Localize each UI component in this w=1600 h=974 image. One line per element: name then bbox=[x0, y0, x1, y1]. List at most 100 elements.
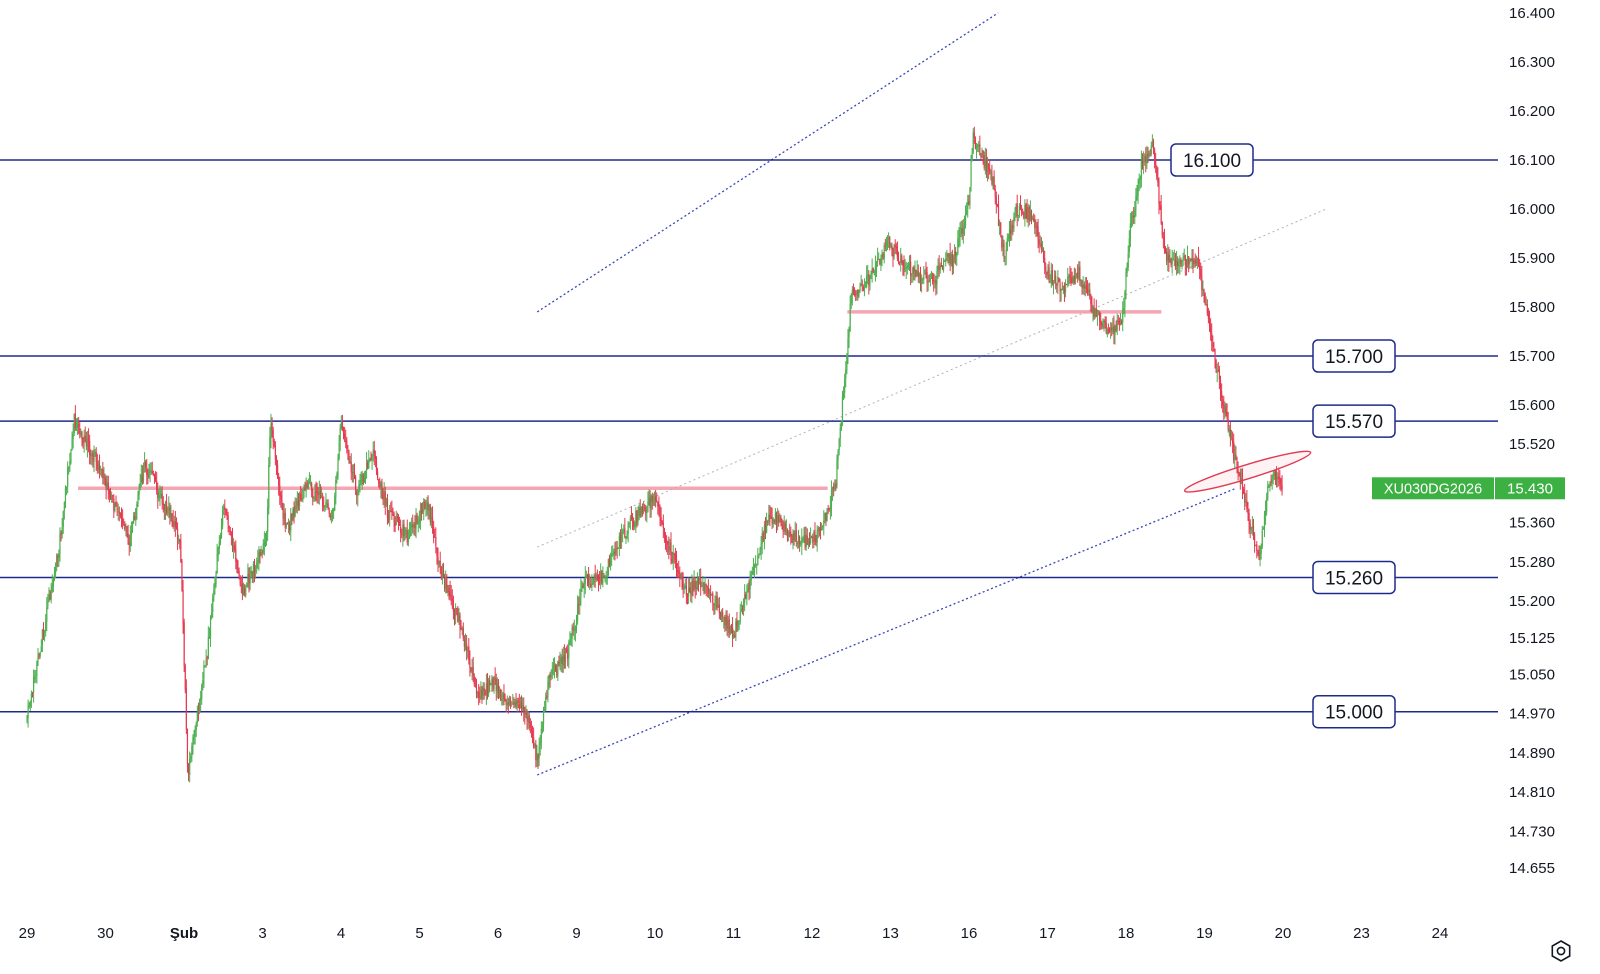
candle-body bbox=[185, 688, 187, 730]
candle-body bbox=[333, 509, 335, 511]
candle-body bbox=[1080, 280, 1082, 283]
candle-body bbox=[530, 729, 533, 732]
candle-body bbox=[145, 461, 147, 469]
candle-body bbox=[1025, 205, 1027, 210]
candle-body bbox=[953, 251, 956, 262]
candle-body bbox=[339, 427, 341, 441]
level-label-15.570[interactable]: 15.570 bbox=[1312, 404, 1396, 438]
candle-body bbox=[61, 526, 63, 535]
candle-body bbox=[380, 483, 382, 488]
x-axis[interactable]: 29 30 Şub 3 4 5 6 9 10 11 12 13 16 17 18 19 20 23 24 bbox=[19, 925, 1449, 942]
candle-body bbox=[672, 551, 674, 563]
candle-body bbox=[507, 702, 509, 705]
candle-body bbox=[215, 573, 217, 584]
candle-body bbox=[138, 488, 140, 495]
candle-body bbox=[1007, 236, 1010, 239]
level-label-15.700[interactable]: 15.700 bbox=[1312, 339, 1396, 373]
candle-body bbox=[883, 245, 885, 259]
candle-body bbox=[1128, 238, 1130, 253]
candle-body bbox=[656, 500, 658, 502]
candle-body bbox=[1047, 268, 1049, 274]
candle-body bbox=[1119, 321, 1122, 325]
candle-body bbox=[707, 587, 709, 593]
candle-body bbox=[163, 504, 165, 511]
candle-body bbox=[666, 539, 668, 543]
candle-body bbox=[1193, 259, 1195, 264]
candle-body bbox=[961, 228, 963, 234]
candle-body bbox=[372, 450, 374, 454]
candle-body bbox=[1215, 360, 1217, 372]
level-label-box[interactable] bbox=[1170, 143, 1254, 177]
candle-body bbox=[685, 585, 687, 596]
candle-body bbox=[845, 370, 847, 379]
price-tag-bg bbox=[1495, 477, 1565, 500]
candle-body bbox=[590, 584, 592, 588]
candle-body bbox=[1157, 177, 1159, 183]
candle-body bbox=[1168, 254, 1170, 263]
candle-body bbox=[327, 503, 329, 510]
candle-body bbox=[39, 652, 41, 657]
candle-body bbox=[1149, 153, 1151, 155]
candle-body bbox=[1066, 284, 1068, 286]
candle-body bbox=[691, 580, 693, 596]
candle-body bbox=[263, 541, 265, 545]
candle-body bbox=[371, 453, 373, 460]
candle-body bbox=[768, 514, 770, 522]
candle-body bbox=[359, 483, 361, 486]
x-tick-label: 3 bbox=[258, 925, 266, 942]
level-label-box[interactable] bbox=[1312, 694, 1396, 729]
level-label-15.000[interactable]: 15.000 bbox=[1312, 694, 1396, 729]
level-label-16.100[interactable]: 16.100 bbox=[1170, 143, 1254, 177]
candle-body bbox=[1274, 470, 1277, 477]
candle-body bbox=[920, 278, 923, 284]
candle-body bbox=[662, 522, 664, 529]
candle-body bbox=[314, 491, 316, 500]
candle-body bbox=[1238, 472, 1240, 474]
y-axis[interactable]: 16.400 16.300 16.200 16.100 16.000 15.900 15.8… bbox=[1372, 5, 1565, 877]
candle-body bbox=[871, 268, 873, 275]
candle-body bbox=[848, 331, 850, 338]
candle-body bbox=[877, 258, 879, 262]
candle-body bbox=[231, 536, 234, 550]
level-label-box[interactable] bbox=[1312, 339, 1396, 373]
candle-body bbox=[583, 584, 585, 590]
candle-body bbox=[1230, 439, 1233, 441]
candle-body bbox=[351, 472, 353, 474]
candle-body bbox=[926, 272, 928, 283]
chart-settings-button[interactable] bbox=[1548, 938, 1574, 964]
symbol-name: XU030DG2026 bbox=[1384, 481, 1482, 497]
candle-body bbox=[96, 461, 98, 470]
candle-body bbox=[1208, 320, 1211, 327]
candle-body bbox=[140, 474, 142, 483]
level-label-box[interactable] bbox=[1312, 404, 1396, 438]
candle-body bbox=[107, 482, 109, 491]
candle-body bbox=[969, 187, 971, 205]
candle-body bbox=[485, 683, 487, 697]
candle-body bbox=[1014, 211, 1016, 218]
candle-body bbox=[482, 687, 484, 697]
candle-body bbox=[536, 755, 538, 761]
candle-body bbox=[1222, 399, 1224, 406]
candle-body bbox=[438, 560, 440, 562]
candle-body bbox=[606, 575, 608, 577]
candle-body bbox=[298, 493, 301, 507]
candle-body bbox=[481, 689, 483, 695]
level-label-box[interactable] bbox=[1312, 560, 1396, 595]
candle-body bbox=[407, 537, 409, 543]
level-label-15.260[interactable]: 15.260 bbox=[1312, 560, 1396, 595]
candle-body bbox=[423, 501, 425, 513]
candle-body bbox=[1072, 277, 1074, 283]
candle-body bbox=[1053, 275, 1056, 281]
candle-body bbox=[151, 471, 153, 474]
candle-body bbox=[813, 531, 815, 542]
candle-body bbox=[1031, 217, 1034, 220]
candle-body bbox=[967, 202, 969, 210]
last-price-tag[interactable]: XU030DG2026 15.430 bbox=[1372, 477, 1565, 500]
candle-body bbox=[538, 746, 540, 759]
candle-body bbox=[631, 517, 634, 520]
candle-body bbox=[1073, 275, 1075, 284]
candle-body bbox=[1089, 289, 1091, 296]
candle-body bbox=[1235, 453, 1237, 457]
